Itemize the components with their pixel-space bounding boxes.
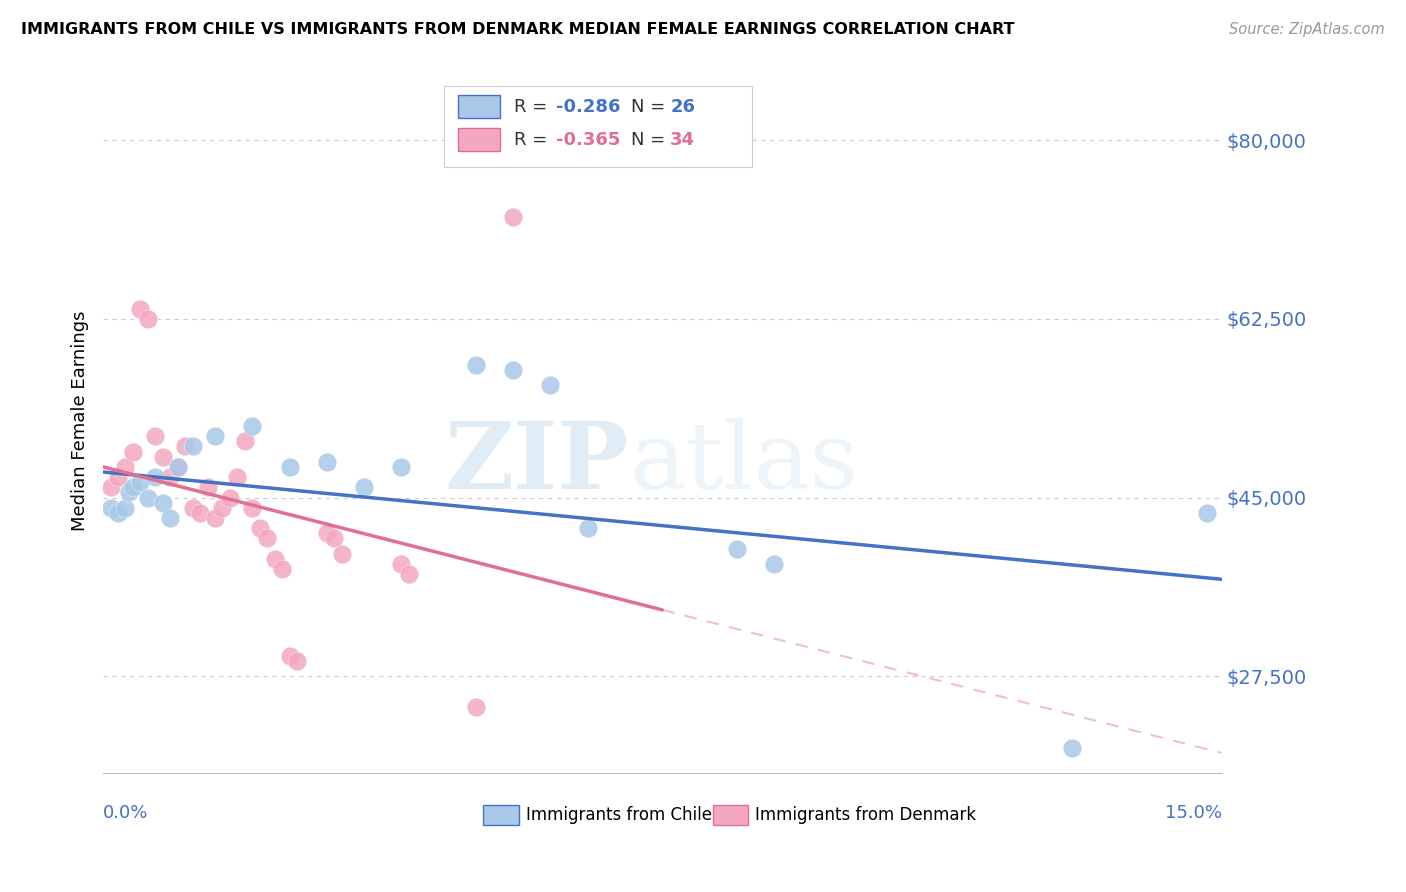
Point [122,444,145,458]
Text: 15.0%: 15.0% [1164,804,1222,822]
Point [118,485,141,500]
Point [464,358,486,372]
Point [226,470,249,484]
Text: 0.0%: 0.0% [103,804,149,822]
Text: atlas: atlas [628,418,858,508]
Point [181,500,204,515]
FancyBboxPatch shape [484,805,519,825]
Point [114,459,136,474]
Point [159,511,181,525]
Point [188,506,211,520]
Point [330,547,353,561]
Point [136,311,159,326]
Point [143,470,166,484]
Text: R =: R = [513,97,553,116]
Point [181,440,204,454]
Point [353,480,375,494]
Point [576,521,599,535]
FancyBboxPatch shape [444,87,752,167]
Point [233,434,256,449]
Point [249,521,271,535]
Point [1195,506,1218,520]
Point [256,532,278,546]
Point [143,429,166,443]
Point [211,500,233,515]
Point [129,475,152,490]
Point [398,567,420,582]
Text: Source: ZipAtlas.com: Source: ZipAtlas.com [1229,22,1385,37]
Text: Immigrants from Denmark: Immigrants from Denmark [755,806,976,824]
Point [464,700,486,714]
Text: -0.286: -0.286 [557,97,620,116]
Point [159,470,181,484]
Point [389,459,412,474]
Point [315,526,337,541]
Point [1062,740,1084,755]
Text: 34: 34 [671,131,695,149]
Point [100,500,122,515]
Text: 26: 26 [671,97,695,116]
Point [218,491,240,505]
Point [315,455,337,469]
Text: R =: R = [513,131,553,149]
Point [323,532,346,546]
Point [152,450,174,464]
Point [152,496,174,510]
Text: -0.365: -0.365 [557,131,620,149]
Point [502,363,524,377]
Point [725,541,748,556]
Point [263,551,285,566]
Point [107,470,129,484]
Point [107,506,129,520]
Point [271,562,294,576]
Point [278,648,301,663]
Point [114,500,136,515]
FancyBboxPatch shape [458,95,501,118]
Point [129,301,152,316]
FancyBboxPatch shape [713,805,748,825]
Point [285,654,308,668]
Point [204,429,226,443]
Point [278,459,301,474]
Point [136,491,159,505]
Text: N =: N = [631,131,671,149]
Point [763,557,786,571]
Point [240,500,263,515]
Text: ZIP: ZIP [444,418,628,508]
Point [502,210,524,224]
Point [166,459,188,474]
Text: N =: N = [631,97,671,116]
Point [204,511,226,525]
Point [100,480,122,494]
Point [122,480,145,494]
Point [240,419,263,434]
Point [389,557,412,571]
Text: IMMIGRANTS FROM CHILE VS IMMIGRANTS FROM DENMARK MEDIAN FEMALE EARNINGS CORRELAT: IMMIGRANTS FROM CHILE VS IMMIGRANTS FROM… [21,22,1015,37]
Y-axis label: Median Female Earnings: Median Female Earnings [72,310,89,531]
Point [540,378,562,392]
FancyBboxPatch shape [458,128,501,151]
Point [166,459,188,474]
Text: Immigrants from Chile: Immigrants from Chile [526,806,711,824]
Point [174,440,197,454]
Point [197,480,219,494]
